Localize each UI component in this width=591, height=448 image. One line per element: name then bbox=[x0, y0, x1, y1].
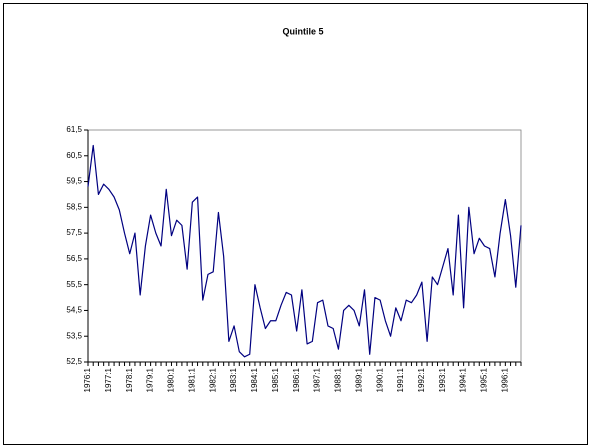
x-tick-label: 1994:1 bbox=[459, 367, 468, 392]
x-tick-label: 1991:1 bbox=[396, 367, 405, 392]
x-tick-label: 1987:1 bbox=[313, 367, 322, 392]
x-tick-label: 1976:1 bbox=[83, 367, 92, 392]
y-tick-label: 57,5 bbox=[66, 228, 82, 237]
x-tick-label: 1993:1 bbox=[438, 367, 447, 392]
x-tick-label: 1982:1 bbox=[208, 367, 217, 392]
x-tick-label: 1980:1 bbox=[167, 367, 176, 392]
x-tick-label: 1981:1 bbox=[187, 367, 196, 392]
y-tick-label: 60,5 bbox=[66, 151, 82, 160]
y-tick-label: 54,5 bbox=[66, 306, 82, 315]
y-tick-label: 56,5 bbox=[66, 254, 82, 263]
x-tick-label: 1995:1 bbox=[480, 367, 489, 392]
x-tick-label: 1992:1 bbox=[417, 367, 426, 392]
chart-title: Quintile 5 bbox=[282, 26, 323, 36]
x-tick-label: 1985:1 bbox=[271, 367, 280, 392]
x-tick-label: 1996:1 bbox=[500, 367, 509, 392]
x-tick-label: 1990:1 bbox=[375, 367, 384, 392]
x-tick-label: 1986:1 bbox=[292, 367, 301, 392]
x-tick-label: 1989:1 bbox=[354, 367, 363, 392]
x-tick-label: 1984:1 bbox=[250, 367, 259, 392]
y-tick-label: 58,5 bbox=[66, 202, 82, 211]
y-tick-label: 59,5 bbox=[66, 177, 82, 186]
y-tick-label: 61,5 bbox=[66, 125, 82, 134]
y-tick-label: 52,5 bbox=[66, 357, 82, 366]
y-tick-label: 53,5 bbox=[66, 331, 82, 340]
x-tick-label: 1979:1 bbox=[146, 367, 155, 392]
x-tick-label: 1983:1 bbox=[229, 367, 238, 392]
chart-frame bbox=[3, 3, 588, 445]
y-tick-label: 55,5 bbox=[66, 280, 82, 289]
x-tick-label: 1977:1 bbox=[104, 367, 113, 392]
data-line bbox=[87, 144, 522, 358]
x-tick-label: 1978:1 bbox=[125, 367, 134, 392]
x-tick-label: 1988:1 bbox=[334, 367, 343, 392]
